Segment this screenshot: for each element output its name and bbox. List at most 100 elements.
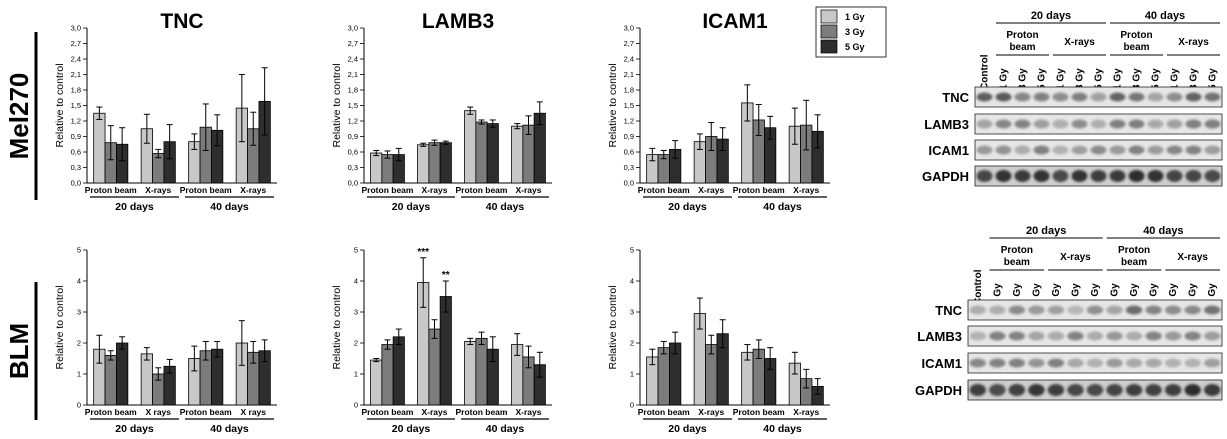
blot-band [1028,305,1045,315]
blot-band [1047,305,1065,315]
y-tick-label: 2,1 [624,70,634,79]
group-label: X-rays [793,185,819,195]
blot-band [1106,331,1123,341]
y-tick-label: 0,6 [348,148,358,157]
blot-lane-label: 1 Gy [1110,283,1121,305]
bar-charts: TNC 0,0 0,3 0,6 0,9 1,2 1,5 1,8 2,1 2,4 2,7 3,0 Rela… [54,10,830,435]
blot-band [1014,145,1031,155]
blot-treatment-label: X-rays [1178,37,1209,48]
row-label-mel270: Mel270 [4,32,38,200]
blot-protein-label: GAPDH [915,383,962,398]
blot-protein-label: TNC [935,303,962,318]
blot-band [1090,170,1107,182]
group-label: Proton beam [180,185,232,195]
blot-protein-label: ICAM1 [929,143,969,158]
significance-mark: ** [442,270,450,281]
y-tick-label: 1 [77,370,81,379]
blot-band [1086,331,1104,341]
blot-lane-label: 5 Gy [1151,68,1162,90]
blot-band [1067,305,1084,315]
y-tick-label: 0,6 [71,148,81,157]
bar-5gy-group-3 [486,123,499,184]
blot-lane-label: 1 Gy [1168,283,1179,305]
blot-band [1125,384,1143,396]
y-tick-label: 0,3 [348,163,358,172]
bar-1gy-group-2 [417,144,430,184]
blot-period-label: 20 days [1026,225,1066,237]
chart-5: 0 1 2 3 4 5 Relative to control Proton beam X-ra… [331,246,552,435]
group-label: Proton beam [85,185,137,195]
blot-band [1184,384,1201,396]
group-label: Proton beam [733,407,785,417]
bar-3gy-group-3 [475,337,488,406]
period-label: 20 days [668,201,707,213]
blot-band [1109,92,1126,102]
blot-lane-label: 3 Gy [1129,283,1140,305]
period-label: 40 days [486,201,525,213]
blot-band [1164,331,1182,341]
period-label: 20 days [392,423,431,435]
blot-band [989,305,1006,315]
blot-lane-label: 3 Gy [1189,68,1200,90]
blot-band [1185,145,1202,155]
blot-band [1014,119,1031,129]
chart-1: TNC 0,0 0,3 0,6 0,9 1,2 1,5 1,8 2,1 2,4 2,7 3,0 Rela… [54,10,277,213]
blot-period-label: 20 days [1031,10,1071,22]
bar-3gy-group-2 [428,142,441,184]
chart-2: LAMB3 0,0 0,3 0,6 0,9 1,2 1,5 1,8 2,1 2,4 2,7 3,0 Re… [331,10,552,213]
blot-band [1090,119,1107,129]
group-label: X-rays [516,185,542,195]
blot-protein-label: GAPDH [922,169,969,184]
blot-band [976,92,993,102]
period-label: 20 days [115,423,154,435]
blot-band [1147,92,1164,102]
y-tick-label: 0,3 [624,163,634,172]
y-axis-label: Relative to control [607,285,619,369]
chart-4: 0 1 2 3 4 5 Relative to control Proton beam X ra… [54,246,277,435]
row-label-blm-text: BLM [4,323,34,379]
blot-band [1008,331,1026,341]
y-tick-label: 1 [354,370,358,379]
blot-band [1128,119,1145,129]
y-tick-label: 4 [630,277,634,286]
bar-1gy-group-2 [140,353,153,406]
period-label: 20 days [115,201,154,213]
bar-3gy-group-1 [657,347,670,406]
blot-band [976,145,993,155]
blot-band [1164,358,1182,368]
blot-band [1014,170,1031,182]
blot-band [1067,384,1084,396]
blot-band [1008,384,1026,396]
y-tick-label: 3 [354,308,358,317]
period-label: 40 days [763,201,802,213]
group-label: X-rays [516,407,542,417]
blot-period-label: 40 days [1145,10,1185,22]
significance-mark: *** [417,247,429,258]
blot-band [1052,119,1069,129]
y-tick-label: 0,3 [71,163,81,172]
y-tick-label: 2,4 [624,55,634,64]
bar-1gy-group-1 [370,152,383,184]
blot-band [1164,384,1182,396]
blot-band [1204,331,1221,341]
blot-period-label: 40 days [1143,225,1183,237]
bar-1gy-group-1 [370,359,383,406]
y-tick-label: 1,5 [348,101,358,110]
y-axis-label: Relative to control [54,63,66,147]
blot-band [1071,145,1088,155]
blot-band [1109,170,1126,182]
blot-band [1166,92,1183,102]
y-tick-label: 0,6 [624,148,634,157]
chart-title: TNC [160,10,203,33]
blot-treatment-label-line2: beam [1121,257,1147,268]
blot-band [1204,119,1221,129]
row-label-blm: BLM [4,282,38,420]
blot-lane-label: 3 Gy [1012,283,1023,305]
blot-lane-label: 1 Gy [1170,68,1181,90]
y-tick-label: 1,5 [71,101,81,110]
blot-band [1086,358,1104,368]
bar-1gy-group-3 [464,341,477,406]
blot-band [1185,92,1202,102]
group-label: X-rays [422,185,448,195]
blot-band [1028,331,1045,341]
